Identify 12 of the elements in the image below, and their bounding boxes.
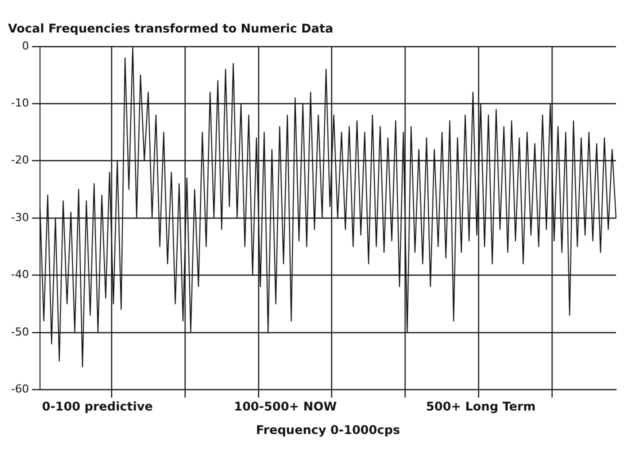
y-tick-label: -50: [11, 325, 29, 338]
y-tick-label: 0: [22, 39, 29, 52]
text: 100-500+ NOW: [234, 400, 337, 414]
y-tick-label: -30: [11, 210, 29, 224]
text: 0-100 predictive: [42, 400, 153, 414]
y-tick-label: -40: [11, 268, 29, 282]
y-tick-label: -60: [11, 382, 29, 396]
y-tick-label: -20: [11, 154, 29, 167]
x-axis-title: Frequency 0-1000cps: [256, 422, 400, 437]
y-tick-label: -10: [11, 96, 29, 110]
chart-title: Vocal Frequencies transformed to Numeric Data: [8, 21, 334, 36]
text: 500+ Long Term: [426, 400, 536, 414]
